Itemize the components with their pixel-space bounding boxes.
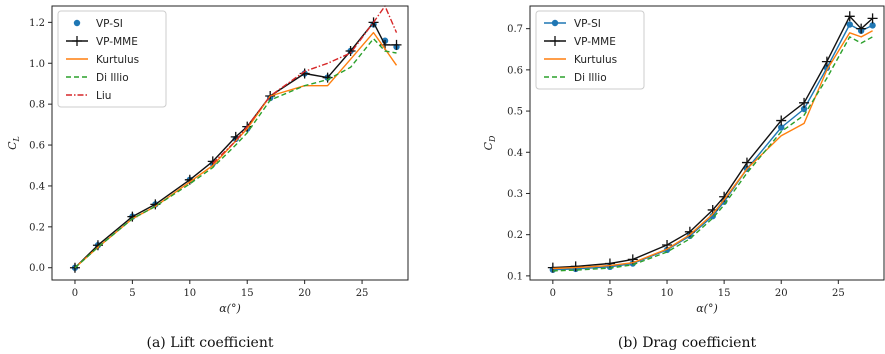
drag-caption: (b) Drag coefficient: [618, 335, 757, 351]
lift-coefficient-panel: 0 5 10 15 20 25 0.0 0.2 0.4 0.6 0.8 1.0 1.2 α(°) CL VP-…: [6, 5, 409, 351]
drag-legend-marker: [551, 19, 559, 27]
drag-x-tick-label: 5: [607, 288, 613, 299]
drag-x-tick-label: 20: [775, 288, 788, 299]
lift-plot-area: 0 5 10 15 20 25 0.0 0.2 0.4 0.6 0.8 1.0 1.2 α(°) CL VP-…: [6, 5, 409, 315]
drag-y-tick-label: 0.6: [507, 65, 523, 76]
lift-y-tick-label: 0.8: [29, 100, 45, 111]
drag-y-tick-label: 0.1: [507, 271, 523, 282]
lift-x-tick-label: 0: [72, 288, 78, 299]
lift-y-tick-label: 1.2: [29, 18, 45, 29]
drag-y-tick-label: 0.5: [507, 107, 523, 118]
drag-legend-marker: [550, 36, 560, 46]
lift-line: [74, 38, 397, 269]
drag-point: [821, 56, 832, 67]
drag-point: [869, 22, 876, 29]
drag-point: [709, 212, 716, 220]
drag-legend-label: VP-MME: [574, 36, 616, 48]
drag-series-kurtulus: [552, 30, 873, 270]
drag-x-tick-label: 15: [718, 288, 731, 299]
drag-series-di-illio: [552, 36, 873, 272]
drag-point: [867, 13, 878, 24]
lift-series-di-illio: [74, 38, 397, 269]
lift-y-tick-label: 1.0: [29, 59, 45, 70]
lift-x-tick-label: 5: [129, 288, 135, 299]
lift-series-liu: [212, 5, 398, 164]
lift-legend-label: Di Illio: [96, 72, 129, 84]
lift-legend-label: Kurtulus: [96, 54, 139, 66]
drag-plot-area: 0 5 10 15 20 25 0.1 0.2 0.3 0.4 0.5 0.6 0.7 α(°) CD VP-…: [482, 5, 885, 315]
drag-legend: VP-SI VP-MME Kurtulus Di Illio: [535, 10, 645, 90]
lift-x-axis-label: α(°): [219, 302, 241, 315]
drag-x-tick-label: 10: [661, 288, 674, 299]
lift-legend-marker: [72, 36, 82, 46]
drag-line: [552, 36, 873, 272]
drag-point: [800, 105, 808, 113]
drag-legend-box: [535, 10, 645, 90]
drag-point: [776, 115, 787, 126]
lift-legend-box: [57, 10, 167, 108]
lift-y-tick-label: 0.4: [29, 181, 45, 192]
drag-point: [844, 11, 855, 22]
lift-legend-label: VP-SI: [96, 18, 123, 30]
drag-point: [570, 261, 581, 272]
drag-point: [856, 23, 867, 34]
drag-point: [846, 21, 853, 28]
drag-point: [741, 157, 752, 168]
lift-legend: VP-SI VP-MME Kurtulus Di Illio Liu: [57, 10, 167, 108]
drag-x-axis-label: α(°): [696, 302, 718, 315]
drag-axes-frame: [529, 5, 885, 281]
lift-legend-marker: [73, 19, 81, 27]
drag-y-tick-label: 0.2: [507, 230, 523, 241]
drag-point: [778, 124, 785, 131]
drag-line: [552, 30, 873, 270]
drag-y-axis-label: CD: [482, 135, 497, 150]
lift-legend-label: VP-MME: [96, 36, 138, 48]
lift-y-axis-label: CL: [6, 136, 21, 150]
drag-y-axis-label-subscript: D: [488, 135, 497, 143]
lift-x-tick-label: 20: [298, 288, 311, 299]
lift-x-tick-label: 10: [183, 288, 196, 299]
lift-point: [345, 45, 356, 56]
lift-line: [212, 5, 398, 164]
lift-legend-label: Liu: [96, 90, 111, 102]
lift-point: [69, 262, 80, 273]
drag-x-tick-label: 0: [550, 288, 556, 299]
lift-caption: (a) Lift coefficient: [147, 335, 274, 351]
drag-y-tick-label: 0.3: [507, 189, 523, 200]
drag-legend-label: Di Illio: [574, 72, 607, 84]
drag-x-tick-label: 25: [832, 288, 845, 299]
drag-point: [799, 97, 810, 108]
drag-legend-label: VP-SI: [574, 18, 601, 30]
lift-axes-frame: [51, 5, 409, 281]
lift-x-tick-label: 25: [356, 288, 369, 299]
lift-x-tick-label: 15: [241, 288, 254, 299]
lift-y-tick-label: 0.0: [29, 263, 45, 274]
drag-y-tick-label: 0.7: [507, 24, 523, 35]
lift-y-tick-label: 0.2: [29, 222, 45, 233]
lift-point: [391, 39, 402, 50]
drag-y-tick-label: 0.4: [507, 148, 523, 159]
drag-coefficient-panel: 0 5 10 15 20 25 0.1 0.2 0.3 0.4 0.5 0.6 0.7 α(°) CD VP-…: [482, 5, 885, 351]
drag-series-vp-mme: [547, 11, 878, 273]
drag-legend-label: Kurtulus: [574, 54, 617, 66]
drag-point: [604, 258, 615, 269]
lift-y-axis-label-subscript: L: [12, 136, 21, 142]
lift-y-tick-label: 0.6: [29, 141, 45, 152]
